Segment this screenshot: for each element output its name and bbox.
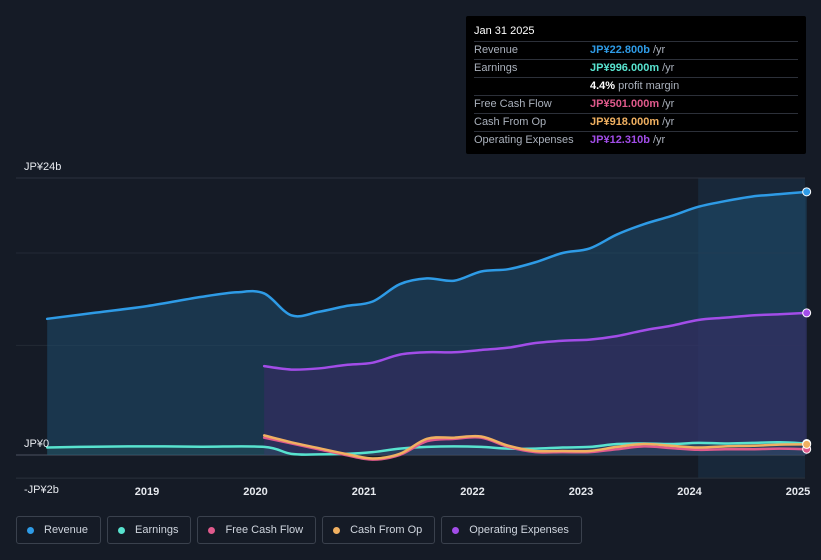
opex-area [264, 312, 807, 455]
y-tick-label: JP¥0 [24, 438, 49, 450]
legend-item-free-cash-flow[interactable]: Free Cash Flow [197, 516, 317, 544]
legend-item-revenue[interactable]: Revenue [16, 516, 102, 544]
tooltip-value: JP¥501.000m [590, 98, 660, 110]
legend: Revenue Earnings Free Cash Flow Cash From O… [16, 516, 582, 546]
tooltip-row: Free Cash Flow JP¥501.000m/yr [474, 95, 798, 113]
legend-label: Cash From Op [350, 524, 423, 536]
tooltip-unit: /yr [652, 134, 666, 146]
legend-label: Free Cash Flow [225, 524, 304, 536]
x-tick-label: 2023 [569, 486, 593, 498]
y-tick-label: -JP¥2b [24, 484, 59, 496]
tooltip-unit: /yr [662, 62, 675, 74]
tooltip-unit: /yr [662, 116, 675, 128]
legend-item-earnings[interactable]: Earnings [107, 516, 192, 544]
tooltip-unit: /yr [662, 98, 675, 110]
tooltip-label: Revenue [474, 44, 519, 56]
x-tick-label: 2022 [460, 486, 484, 498]
legend-item-cash-from-op[interactable]: Cash From Op [322, 516, 436, 544]
legend-dot-icon [208, 526, 216, 534]
tooltip-date: Jan 31 2025 [474, 25, 535, 37]
tooltip-row: 4.4% profit margin [474, 77, 798, 95]
x-tick-label: 2019 [135, 486, 159, 498]
tooltip-value: JP¥918.000m [590, 116, 660, 128]
legend-label: Revenue [44, 524, 89, 536]
tooltip-row: Operating Expenses JP¥12.310b/yr [474, 131, 798, 149]
legend-dot-icon [27, 526, 34, 534]
tooltip-panel: Jan 31 2025 Revenue JP¥22.800b/yr Earnings… [466, 16, 806, 154]
revenue-line [45, 190, 808, 321]
chart-area: JP¥24b JP¥0 -JP¥2b 2019 2020 2021 2022 2023 202… [16, 161, 812, 498]
x-tick-label: 2025 [786, 486, 810, 498]
legend-dot-icon [452, 526, 460, 534]
tooltip-value: JP¥12.310b [590, 134, 650, 146]
tooltip-unit: /yr [652, 44, 666, 56]
legend-label: Operating Expenses [469, 524, 569, 536]
tooltip-row: Earnings JP¥996.000m/yr [474, 59, 798, 77]
tooltip-label: Earnings [474, 62, 518, 74]
tooltip-row: Revenue JP¥22.800b/yr [474, 41, 798, 59]
opex-line [262, 311, 808, 371]
tooltip-label [474, 78, 590, 95]
tooltip-row: Cash From Op JP¥918.000m/yr [474, 113, 798, 131]
legend-item-operating-expenses[interactable]: Operating Expenses [441, 516, 582, 544]
tooltip-label: Free Cash Flow [474, 98, 552, 110]
opex-endpoint [802, 308, 812, 318]
y-tick-label: JP¥24b [24, 161, 61, 173]
tooltip-label: Cash From Op [474, 116, 547, 128]
x-tick-label: 2020 [243, 486, 267, 498]
tooltip-value: 4.4% [590, 80, 616, 92]
cfo-endpoint [802, 439, 812, 449]
earnings-line [45, 441, 808, 456]
tooltip-unit: profit margin [618, 80, 680, 92]
tooltip-value: JP¥996.000m [590, 62, 660, 74]
x-tick-label: 2024 [677, 486, 702, 498]
tooltip-label: Operating Expenses [474, 134, 574, 146]
cfo-line [262, 434, 808, 460]
legend-label: Earnings [135, 524, 179, 536]
legend-dot-icon [118, 526, 126, 534]
revenue-endpoint [802, 187, 812, 197]
x-tick-label: 2021 [352, 486, 376, 498]
tooltip-value: JP¥22.800b [590, 44, 650, 56]
legend-dot-icon [333, 526, 341, 534]
earnings-area [47, 442, 807, 455]
